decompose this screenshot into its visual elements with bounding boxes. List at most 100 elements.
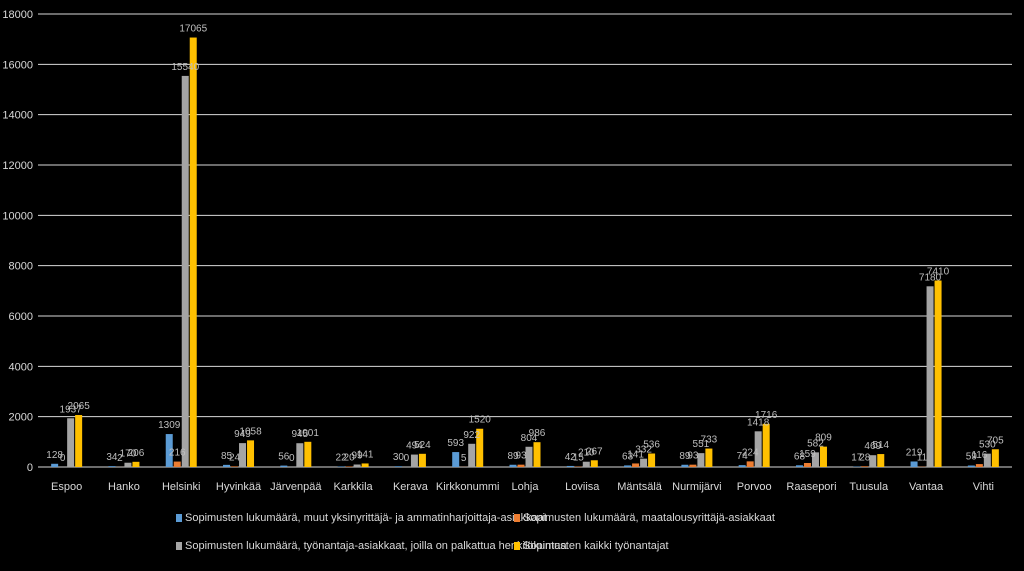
data-label: 42 (565, 452, 577, 463)
legend-swatch (176, 514, 182, 522)
legend-swatch (514, 542, 520, 550)
y-tick-label: 2000 (9, 412, 33, 424)
data-label: 0 (289, 453, 295, 464)
legend-swatch (514, 514, 520, 522)
bar (819, 446, 827, 467)
bar (640, 458, 648, 467)
bar (51, 463, 59, 467)
bar (681, 464, 689, 467)
data-label: 216 (169, 448, 186, 459)
data-label: 593 (447, 438, 464, 449)
bar (239, 443, 247, 467)
bar (189, 37, 197, 468)
data-label: 206 (128, 448, 145, 459)
gridlines (38, 13, 1012, 468)
bar (353, 464, 361, 467)
bar (566, 465, 574, 467)
bar (975, 464, 983, 467)
y-tick-label: 18000 (2, 9, 33, 21)
bar (967, 465, 975, 467)
data-label: 945 (291, 429, 308, 440)
bar (509, 464, 517, 467)
data-label: 7180 (919, 272, 942, 283)
bar (476, 428, 484, 467)
bar (746, 461, 754, 467)
data-label: 99 (352, 451, 364, 462)
bar (861, 466, 869, 467)
data-label: 5 (461, 453, 467, 464)
category-label: Järvenpää (270, 481, 322, 493)
bar (517, 464, 525, 467)
data-label: 15540 (171, 62, 199, 73)
data-label: 63 (622, 451, 634, 462)
data-label: 949 (234, 429, 251, 440)
bar (132, 461, 140, 467)
y-tick-label: 6000 (9, 311, 33, 323)
bar (223, 464, 231, 467)
bar (983, 453, 991, 467)
data-label: 530 (979, 440, 996, 451)
bar (910, 461, 918, 467)
data-label: 1520 (469, 415, 492, 426)
bar (738, 465, 746, 467)
data-label: 809 (815, 433, 832, 444)
data-label: 68 (794, 451, 806, 462)
data-label: 804 (521, 433, 538, 444)
y-tick-label: 12000 (2, 160, 33, 172)
legend-item: Sopimusten lukumäärä, muut yksinyrittäjä… (176, 512, 547, 524)
data-label: 267 (586, 446, 603, 457)
legend-item: Sopimusten kaikki työnantajat (514, 540, 669, 552)
data-label: 922 (463, 430, 480, 441)
data-label: 20 (344, 452, 356, 463)
category-label: Helsinki (162, 481, 201, 493)
data-label: 2065 (68, 401, 91, 412)
y-tick-label: 8000 (9, 261, 33, 273)
bar (452, 452, 460, 467)
data-label: 1309 (158, 420, 181, 431)
bar (632, 463, 640, 467)
bar (803, 462, 811, 467)
data-label: 15 (573, 453, 585, 464)
data-label: 34 (106, 452, 118, 463)
bar (124, 462, 132, 467)
data-label: 17 (851, 453, 863, 464)
bar (762, 423, 770, 467)
bar (231, 466, 239, 467)
legend-item: Sopimusten lukumäärä, työnantaja-asiakka… (176, 540, 567, 552)
bar (795, 465, 803, 467)
data-label: 536 (643, 440, 660, 451)
bar (173, 461, 181, 467)
data-label: 24 (229, 452, 241, 463)
y-tick-label: 10000 (2, 210, 33, 222)
bar (410, 454, 418, 467)
category-label: Porvoo (737, 481, 772, 493)
bar (247, 440, 255, 467)
data-label: 469 (864, 441, 881, 452)
data-label: 93 (515, 451, 527, 462)
data-label: 1937 (60, 404, 83, 415)
legend-label: Sopimusten kaikki työnantajat (523, 540, 669, 552)
bar (296, 443, 304, 467)
data-label: 494 (406, 441, 423, 452)
bar (181, 75, 189, 467)
category-label: Hanko (108, 481, 140, 493)
data-label: 986 (529, 428, 546, 439)
bar (533, 442, 541, 467)
data-label: 224 (742, 447, 759, 458)
bar (418, 453, 426, 467)
data-label: 89 (679, 451, 691, 462)
bar (394, 466, 402, 467)
data-label: 56 (278, 452, 290, 463)
bar (280, 465, 288, 467)
data-label: 514 (872, 440, 889, 451)
data-label: 219 (906, 447, 923, 458)
data-label: 89 (507, 451, 519, 462)
legend-label: Sopimusten lukumäärä, työnantaja-asiakka… (185, 540, 567, 552)
data-label: 128 (46, 450, 63, 461)
data-label: 1418 (747, 417, 770, 428)
data-label: 1001 (297, 428, 320, 439)
bar (525, 446, 533, 467)
category-label: Loviisa (565, 481, 600, 493)
